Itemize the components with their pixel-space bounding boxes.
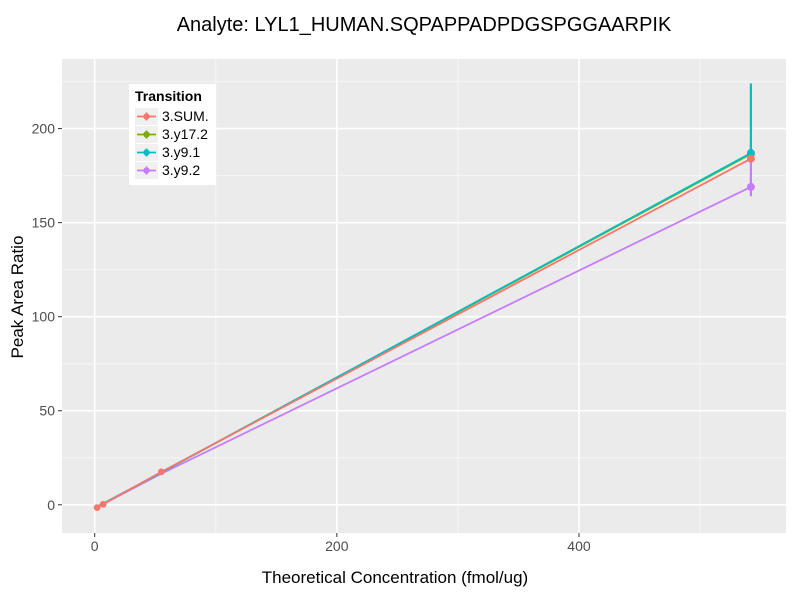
legend-key-swatch	[135, 125, 158, 143]
y-tick-label: 0	[47, 497, 55, 513]
legend-title: Transition	[135, 88, 202, 104]
pointrange-glyph-icon	[137, 148, 156, 156]
legend-item-label: 3.SUM.	[162, 108, 209, 124]
legend-items: 3.SUM. 3.y17.2 3.y9.1 3.y9.2	[135, 107, 209, 179]
legend-key-swatch	[135, 143, 158, 161]
y-tick-label: 150	[32, 215, 56, 231]
pointrange-glyph-icon	[137, 130, 156, 138]
legend-item-label: 3.y9.2	[162, 162, 201, 178]
data-point-3.y9.2	[746, 182, 755, 191]
legend-item: 3.y9.2	[135, 161, 209, 179]
data-point-3.y9.1	[746, 149, 755, 158]
legend-key-swatch	[135, 107, 158, 125]
legend-item: 3.SUM.	[135, 107, 209, 125]
legend-item: 3.y9.1	[135, 143, 209, 161]
legend-item: 3.y17.2	[135, 125, 209, 143]
y-tick-label: 200	[32, 121, 56, 137]
legend-item-label: 3.y17.2	[162, 126, 208, 142]
x-tick-label: 0	[91, 538, 99, 554]
legend-item-label: 3.y9.1	[162, 144, 201, 160]
y-tick-label: 50	[39, 403, 55, 419]
data-point-3.SUM.	[746, 154, 755, 163]
x-tick-label: 400	[567, 538, 591, 554]
pointrange-glyph-icon	[137, 112, 156, 120]
y-axis-label: Peak Area Ratio	[8, 235, 27, 359]
legend: Transition 3.SUM. 3.y17.2 3.y9.1 3.y9.2	[129, 84, 216, 185]
chart-title: Analyte: LYL1_HUMAN.SQPAPPADPDGSPGGAARPI…	[176, 14, 672, 36]
data-point-3.SUM.	[157, 468, 165, 476]
series-line-3.SUM.	[96, 157, 752, 509]
data-point-3.SUM.	[93, 504, 101, 512]
data-point-3.SUM.	[99, 500, 107, 508]
x-axis-label: Theoretical Concentration (fmol/ug)	[261, 568, 529, 587]
pointrange-glyph-icon	[137, 166, 156, 174]
x-tick-label: 200	[325, 538, 349, 554]
legend-key-swatch	[135, 161, 158, 179]
y-tick-label: 100	[32, 309, 56, 325]
